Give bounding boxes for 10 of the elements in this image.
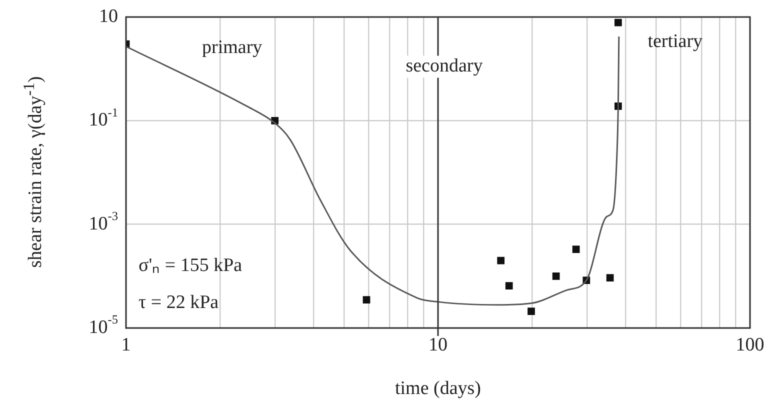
annotation: secondary [406,56,484,77]
annotation: τ = 22 kPa [138,292,220,314]
x-axis-title: time (days) [394,378,482,400]
y-tick-label: 10 [99,6,118,27]
annotation: primary [202,37,263,58]
x-tick-label: 1 [121,334,131,356]
annotation: tertiary [648,30,704,52]
x-tick-label: 10 [428,334,448,356]
annotation: σ'ₙ = 155 kPa [138,254,243,276]
x-tick-label: 100 [736,334,764,356]
